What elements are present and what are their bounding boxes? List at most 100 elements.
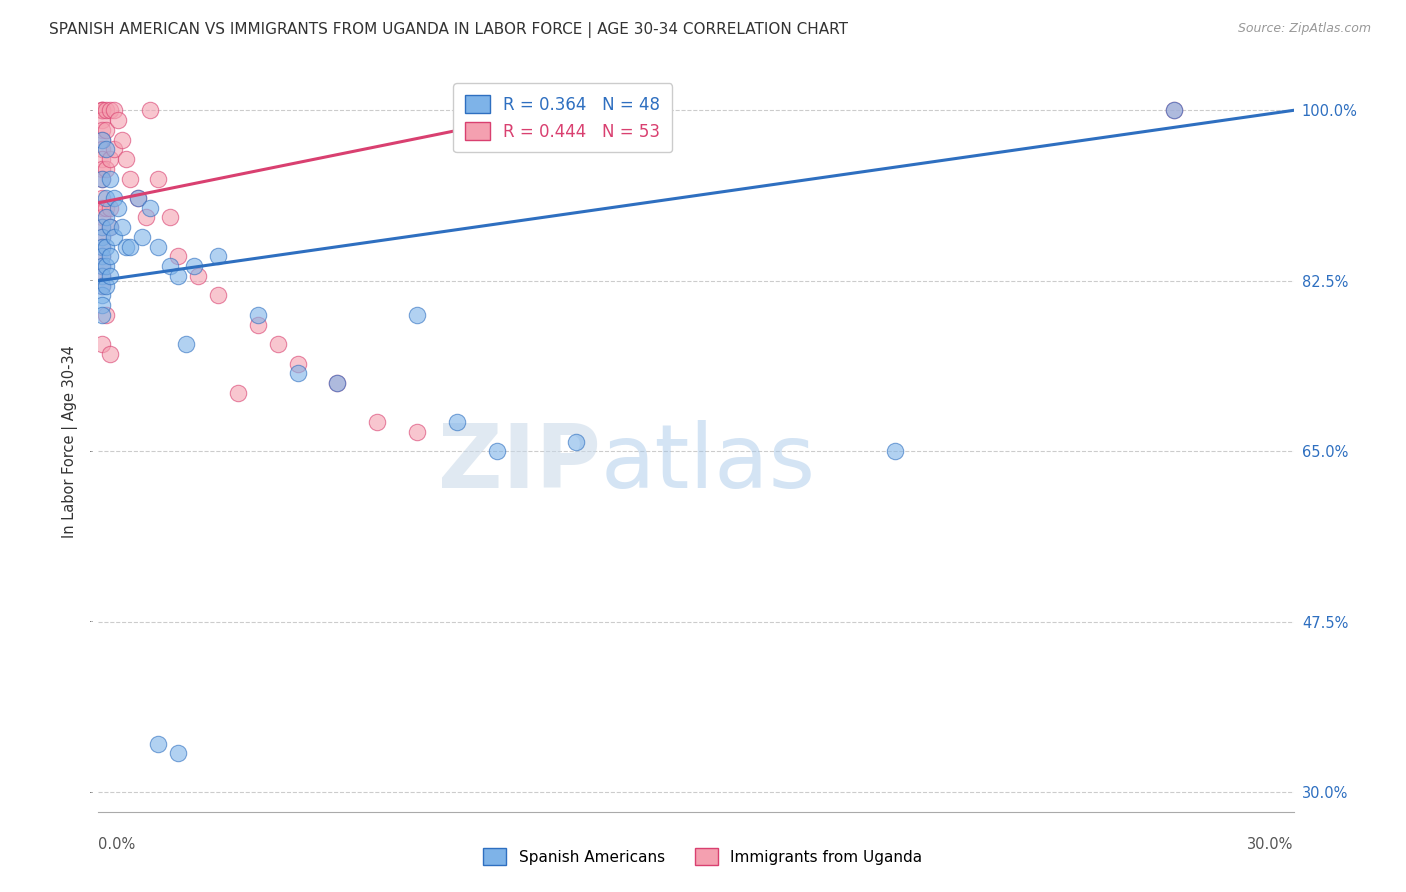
Point — [91, 337, 114, 351]
Point — [167, 268, 190, 283]
Point — [98, 220, 122, 235]
Point — [159, 211, 181, 225]
Point — [135, 211, 157, 225]
Point — [148, 171, 170, 186]
Point — [91, 240, 114, 254]
Point — [183, 259, 205, 273]
Point — [1163, 103, 1185, 118]
Point — [91, 308, 114, 322]
Point — [103, 103, 125, 118]
Point — [226, 385, 249, 400]
Point — [326, 376, 349, 390]
Point — [159, 259, 181, 273]
Point — [287, 357, 309, 371]
Point — [127, 191, 149, 205]
Point — [131, 230, 153, 244]
Point — [98, 152, 122, 166]
Point — [91, 278, 114, 293]
Point — [120, 171, 142, 186]
Point — [326, 376, 349, 390]
Point — [107, 201, 129, 215]
Point — [91, 103, 114, 118]
Point — [91, 161, 114, 176]
Text: 30.0%: 30.0% — [1247, 837, 1294, 852]
Point — [91, 123, 114, 137]
Point — [96, 201, 118, 215]
Point — [91, 103, 114, 118]
Point — [91, 230, 114, 244]
Point — [139, 201, 162, 215]
Legend: R = 0.364   N = 48, R = 0.444   N = 53: R = 0.364 N = 48, R = 0.444 N = 53 — [453, 83, 672, 153]
Point — [96, 161, 118, 176]
Point — [91, 278, 114, 293]
Point — [96, 211, 118, 225]
Point — [98, 103, 122, 118]
Point — [167, 746, 190, 760]
Point — [207, 288, 229, 302]
Point — [91, 250, 114, 264]
Point — [96, 278, 118, 293]
Point — [91, 132, 114, 146]
Point — [91, 298, 114, 312]
Point — [246, 318, 269, 332]
Point — [98, 171, 122, 186]
Point — [107, 113, 129, 128]
Point — [115, 240, 138, 254]
Point — [884, 444, 907, 458]
Point — [91, 113, 114, 128]
Point — [98, 250, 122, 264]
Point — [98, 220, 122, 235]
Point — [98, 201, 122, 215]
Text: atlas: atlas — [600, 420, 815, 508]
Point — [91, 171, 114, 186]
Point — [91, 211, 114, 225]
Point — [91, 171, 114, 186]
Point — [207, 250, 229, 264]
Point — [91, 288, 114, 302]
Point — [91, 152, 114, 166]
Point — [485, 444, 508, 458]
Point — [246, 308, 269, 322]
Point — [406, 425, 429, 439]
Point — [91, 191, 114, 205]
Point — [406, 308, 429, 322]
Point — [98, 268, 122, 283]
Point — [91, 240, 114, 254]
Point — [96, 259, 118, 273]
Point — [1163, 103, 1185, 118]
Point — [103, 142, 125, 156]
Point — [91, 132, 114, 146]
Point — [96, 103, 118, 118]
Point — [148, 737, 170, 751]
Point — [120, 240, 142, 254]
Point — [167, 250, 190, 264]
Point — [366, 415, 388, 429]
Point — [96, 123, 118, 137]
Text: SPANISH AMERICAN VS IMMIGRANTS FROM UGANDA IN LABOR FORCE | AGE 30-34 CORRELATIO: SPANISH AMERICAN VS IMMIGRANTS FROM UGAN… — [49, 22, 848, 38]
Point — [91, 268, 114, 283]
Point — [103, 230, 125, 244]
Point — [96, 308, 118, 322]
Point — [91, 220, 114, 235]
Point — [139, 103, 162, 118]
Point — [565, 434, 588, 449]
Point — [96, 142, 118, 156]
Point — [111, 220, 134, 235]
Point — [115, 152, 138, 166]
Point — [91, 268, 114, 283]
Point — [174, 337, 197, 351]
Point — [91, 103, 114, 118]
Point — [91, 230, 114, 244]
Text: 0.0%: 0.0% — [98, 837, 135, 852]
Text: ZIP: ZIP — [437, 420, 600, 508]
Text: Source: ZipAtlas.com: Source: ZipAtlas.com — [1237, 22, 1371, 36]
Y-axis label: In Labor Force | Age 30-34: In Labor Force | Age 30-34 — [62, 345, 79, 538]
Point — [446, 415, 468, 429]
Point — [96, 240, 118, 254]
Point — [91, 220, 114, 235]
Point — [91, 201, 114, 215]
Point — [91, 142, 114, 156]
Point — [98, 347, 122, 361]
Point — [91, 250, 114, 264]
Point — [91, 259, 114, 273]
